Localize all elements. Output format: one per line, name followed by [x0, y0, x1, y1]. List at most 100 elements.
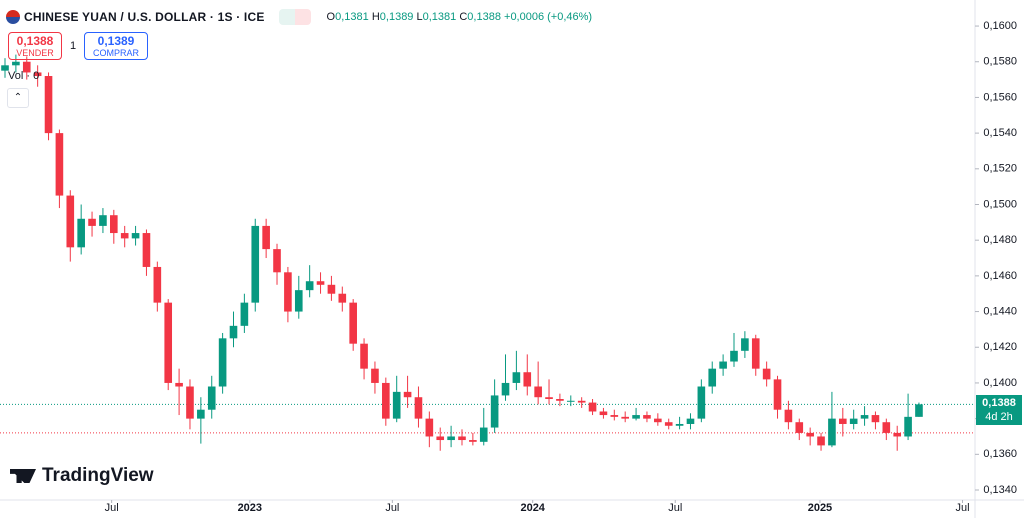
- candle-body: [99, 215, 107, 226]
- x-tick-label: Jul: [955, 502, 969, 514]
- logo: [10, 469, 36, 483]
- candle-body: [1, 65, 9, 71]
- collapse-button[interactable]: ⌃: [7, 88, 29, 108]
- candle-body: [599, 411, 608, 416]
- status-pill[interactable]: [278, 9, 311, 25]
- candle-body: [392, 391, 401, 419]
- ohlc-key: H: [371, 11, 380, 23]
- ohlc-value: 0,1389: [379, 11, 414, 23]
- y-tick-label: 0,1340: [983, 484, 1017, 496]
- candle-body: [382, 382, 390, 419]
- candle-body: [186, 386, 194, 419]
- buy-price: 0,1389: [97, 34, 135, 48]
- candle-body: [349, 302, 357, 344]
- candle-body: [784, 409, 793, 423]
- candle-body: [240, 302, 249, 326]
- candle-body: [882, 422, 891, 433]
- candle-body: [153, 266, 162, 303]
- candle-body: [284, 272, 292, 312]
- candle-body: [915, 404, 923, 417]
- candle-body: [469, 440, 477, 442]
- candle-body: [22, 61, 31, 73]
- brand-name: TradingView: [42, 465, 154, 486]
- countdown: 4d 2h: [985, 411, 1013, 424]
- quantity: 1: [70, 40, 77, 52]
- candle-body: [828, 418, 836, 446]
- candle-body: [66, 195, 75, 248]
- candle-body: [458, 436, 466, 441]
- candle-body: [893, 432, 902, 437]
- candle-body: [120, 233, 129, 239]
- candle-body: [305, 281, 314, 291]
- ohlc-value: 0,1381: [422, 11, 457, 23]
- candle-body: [545, 397, 553, 400]
- candle-body: [88, 218, 96, 226]
- candle-body: [643, 415, 651, 419]
- candle-body: [262, 225, 270, 250]
- candle-body: [773, 379, 782, 410]
- candle-body: [523, 372, 532, 387]
- candle-body: [403, 391, 412, 398]
- x-tick-label: 2024: [520, 502, 545, 514]
- candle-body: [316, 281, 325, 285]
- ohlc-key: O: [326, 11, 336, 23]
- candle-body: [501, 382, 510, 396]
- candle-body: [414, 397, 423, 419]
- candle-body: [77, 218, 85, 248]
- candle-body: [806, 432, 814, 437]
- y-tick-label: 0,1440: [983, 305, 1017, 317]
- sell-price: 0,1388: [16, 34, 54, 48]
- candle-body: [479, 427, 488, 442]
- y-tick-label: 0,1540: [983, 127, 1017, 139]
- candle-body: [632, 415, 640, 419]
- candle-body: [795, 422, 804, 433]
- candle-body: [273, 249, 281, 273]
- buy-label: COMPRAR: [92, 48, 139, 58]
- candle-body: [762, 368, 771, 380]
- candle-body: [697, 386, 706, 419]
- x-tick-label: Jul: [668, 502, 682, 514]
- x-tick-label: Jul: [385, 502, 399, 514]
- candle-body: [175, 382, 183, 387]
- candle-body: [447, 436, 455, 441]
- candle-body: [251, 225, 260, 303]
- x-tick-label: Jul: [105, 502, 119, 514]
- candle-body: [534, 386, 542, 398]
- candle-body: [371, 368, 379, 383]
- candle-body: [44, 76, 53, 134]
- brand[interactable]: TradingView: [10, 465, 154, 487]
- candle-body: [675, 423, 684, 426]
- flag-icon: [6, 10, 20, 24]
- y-tick-label: 0,1460: [983, 270, 1017, 282]
- candle-body: [871, 415, 880, 423]
- candle-body: [566, 400, 575, 402]
- candle-body: [730, 350, 738, 362]
- candle-body: [512, 372, 521, 383]
- candle-body: [436, 436, 445, 441]
- candle-body: [860, 415, 869, 419]
- y-tick-label: 0,1480: [983, 234, 1017, 246]
- candle-body: [131, 233, 140, 239]
- candle-body: [849, 418, 858, 424]
- ohlc-value: 0,1388: [467, 11, 501, 23]
- candle-body: [218, 338, 227, 387]
- candle-body: [588, 402, 597, 412]
- sell-button[interactable]: 0,1388 VENDER: [8, 32, 62, 60]
- candle-body: [33, 72, 42, 77]
- candle-body: [708, 368, 717, 387]
- candle-body: [197, 409, 205, 419]
- y-tick-label: 0,1520: [983, 163, 1017, 175]
- candle-body: [741, 338, 749, 351]
- candle-body: [164, 302, 173, 383]
- y-tick-label: 0,1500: [983, 198, 1017, 210]
- x-tick-label: 2023: [238, 502, 262, 514]
- y-tick-label: 0,1360: [983, 448, 1017, 460]
- last-price-label: 0,1388: [982, 397, 1016, 410]
- ohlc-key: C: [459, 11, 468, 23]
- candle-body: [719, 361, 727, 369]
- symbol[interactable]: CHINESE YUAN / U.S. DOLLAR · 1S · ICE: [24, 10, 265, 24]
- candle-body: [621, 416, 630, 419]
- buy-button[interactable]: 0,1389 COMPRAR: [84, 32, 148, 60]
